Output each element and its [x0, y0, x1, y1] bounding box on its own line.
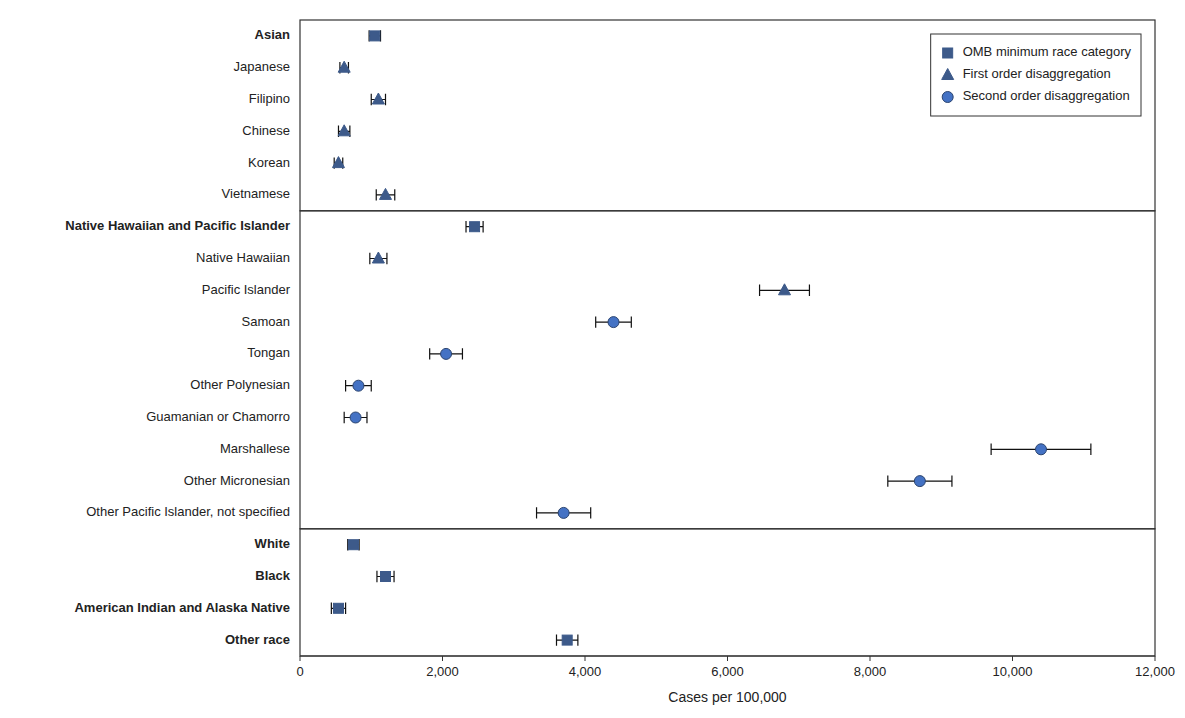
point [914, 476, 925, 487]
point [372, 93, 384, 104]
y-tick-label: Tongan [247, 345, 290, 360]
error-bar [370, 253, 387, 264]
error-bar [376, 189, 395, 200]
legend: OMB minimum race category First order dis… [931, 34, 1141, 116]
x-tick-label: 6,000 [711, 664, 744, 679]
x-tick [870, 656, 871, 661]
point [380, 188, 392, 199]
y-tick-label: Samoan [242, 314, 290, 329]
point [338, 61, 350, 72]
x-tick [300, 656, 301, 661]
error-bar [344, 412, 367, 423]
point [353, 380, 364, 391]
y-tick-label: Other Pacific Islander, not specified [86, 504, 290, 519]
y-tick-label: Filipino [249, 91, 290, 106]
x-tick-label: 2,000 [426, 664, 459, 679]
error-bar [369, 30, 380, 41]
legend-marker [942, 92, 953, 103]
y-tick-label: Black [255, 568, 290, 583]
x-tick [442, 656, 443, 661]
point [348, 540, 358, 550]
point [779, 284, 791, 295]
y-tick-label: Native Hawaiian [196, 250, 290, 265]
error-bar [537, 507, 591, 518]
y-tick-label: Marshallese [220, 441, 290, 456]
error-bar [596, 316, 632, 327]
error-bar [331, 603, 345, 614]
y-tick-label: Other Polynesian [190, 377, 290, 392]
point [372, 252, 384, 263]
x-tick-label: 10,000 [993, 664, 1033, 679]
group-box [300, 20, 1155, 211]
error-bar [346, 380, 372, 391]
error-bar [557, 634, 578, 645]
x-tick [1012, 656, 1013, 661]
point [370, 31, 380, 41]
y-axis: Asian Japanese Filipino Chinese Korean Vietna… [65, 27, 290, 646]
error-bar [338, 126, 349, 137]
x-tick-label: 8,000 [854, 664, 887, 679]
y-tick-label: White [255, 536, 290, 551]
x-tick [727, 656, 728, 661]
x-tick [1155, 656, 1156, 661]
legend-label: First order disaggregation [963, 66, 1111, 81]
legend-label: Second order disaggregation [963, 88, 1130, 103]
marks [331, 30, 1091, 646]
point [1036, 444, 1047, 455]
y-tick-label: Vietnamese [222, 186, 290, 201]
x-axis-label: Cases per 100,000 [668, 689, 787, 705]
y-tick-label: Asian [255, 27, 290, 42]
error-bar [466, 221, 483, 232]
error-bar [760, 285, 810, 296]
point [562, 635, 572, 645]
legend-marker [943, 48, 953, 58]
legend-box [931, 34, 1141, 116]
error-bar [377, 571, 394, 582]
point [333, 603, 343, 613]
chart: 0 2,000 4,000 6,000 8,000 10,000 12,000 Cases p… [0, 0, 1185, 718]
error-bar [888, 475, 952, 486]
legend-marker [942, 69, 954, 80]
y-tick-label: Native Hawaiian and Pacific Islander [65, 218, 290, 233]
y-tick-label: Japanese [234, 59, 290, 74]
y-tick-label: American Indian and Alaska Native [74, 600, 290, 615]
point [332, 157, 344, 168]
x-axis: 0 2,000 4,000 6,000 8,000 10,000 12,000 [296, 656, 1175, 679]
point [350, 412, 361, 423]
error-bar [371, 94, 385, 105]
legend-label: OMB minimum race category [963, 44, 1132, 59]
point [558, 507, 569, 518]
group-box [300, 211, 1155, 529]
point [338, 125, 350, 136]
x-tick-label: 12,000 [1135, 664, 1175, 679]
point [441, 348, 452, 359]
group-box [300, 529, 1155, 656]
x-tick-label: 0 [296, 664, 303, 679]
y-tick-label: Other Micronesian [184, 473, 290, 488]
series [344, 316, 1091, 518]
group-boxes [300, 20, 1155, 656]
point [381, 572, 391, 582]
series [332, 61, 809, 296]
y-tick-label: Chinese [242, 123, 290, 138]
series [331, 30, 578, 646]
y-tick-label: Guamanian or Chamorro [146, 409, 290, 424]
point [608, 317, 619, 328]
x-tick-label: 4,000 [569, 664, 602, 679]
y-tick-label: Pacific Islander [202, 282, 291, 297]
error-bar [991, 444, 1091, 455]
y-tick-label: Other race [225, 632, 290, 647]
y-tick-label: Korean [248, 155, 290, 170]
x-tick [585, 656, 586, 661]
point [470, 222, 480, 232]
error-bar [348, 539, 359, 550]
error-bar [430, 348, 463, 359]
